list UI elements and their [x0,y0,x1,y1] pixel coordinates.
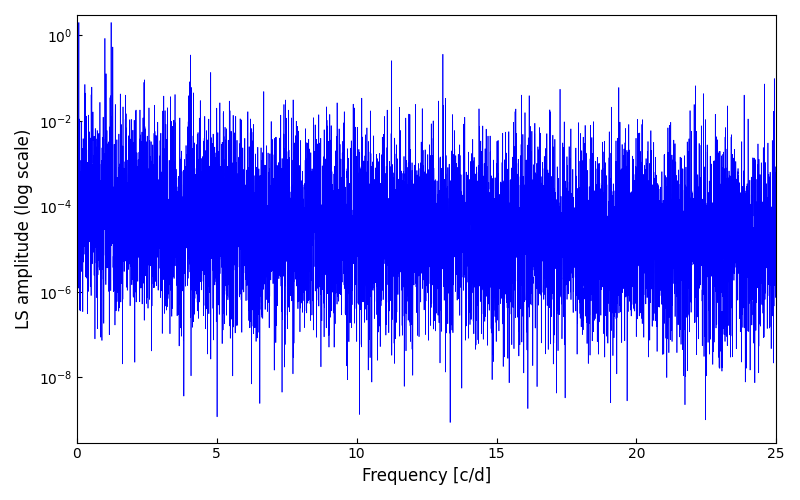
Y-axis label: LS amplitude (log scale): LS amplitude (log scale) [15,128,33,329]
X-axis label: Frequency [c/d]: Frequency [c/d] [362,467,491,485]
